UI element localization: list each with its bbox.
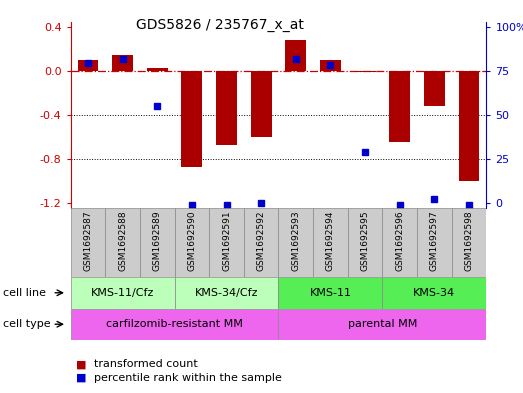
Bar — [382, 208, 417, 277]
Bar — [140, 208, 175, 277]
Bar — [452, 208, 486, 277]
Bar — [251, 71, 271, 137]
Text: GSM1692592: GSM1692592 — [257, 210, 266, 271]
Text: KMS-11/Cfz: KMS-11/Cfz — [91, 288, 154, 298]
Text: carfilzomib-resistant MM: carfilzomib-resistant MM — [106, 319, 243, 329]
Text: GSM1692587: GSM1692587 — [84, 210, 93, 271]
Bar — [71, 277, 175, 309]
Text: GSM1692598: GSM1692598 — [464, 210, 473, 271]
Bar — [71, 309, 278, 340]
Bar — [417, 208, 452, 277]
Bar — [105, 208, 140, 277]
Bar — [424, 71, 445, 106]
Bar — [355, 71, 376, 72]
Text: ■: ■ — [76, 373, 86, 383]
Bar — [382, 277, 486, 309]
Bar — [71, 208, 105, 277]
Bar — [209, 208, 244, 277]
Text: GSM1692594: GSM1692594 — [326, 210, 335, 271]
Text: ■: ■ — [76, 359, 86, 369]
Bar — [77, 60, 98, 71]
Bar — [278, 277, 382, 309]
Bar — [244, 208, 278, 277]
Bar — [278, 309, 486, 340]
Text: GSM1692595: GSM1692595 — [361, 210, 370, 271]
Bar — [112, 55, 133, 71]
Bar — [175, 277, 278, 309]
Bar — [459, 71, 480, 181]
Text: GSM1692591: GSM1692591 — [222, 210, 231, 271]
Text: KMS-11: KMS-11 — [310, 288, 351, 298]
Bar — [181, 71, 202, 167]
Bar — [147, 68, 167, 71]
Text: KMS-34: KMS-34 — [413, 288, 456, 298]
Text: GSM1692597: GSM1692597 — [430, 210, 439, 271]
Bar — [216, 71, 237, 145]
Text: KMS-34/Cfz: KMS-34/Cfz — [195, 288, 258, 298]
Text: GSM1692590: GSM1692590 — [187, 210, 196, 271]
Text: GSM1692588: GSM1692588 — [118, 210, 127, 271]
Text: percentile rank within the sample: percentile rank within the sample — [94, 373, 282, 383]
Bar — [278, 208, 313, 277]
Text: GSM1692593: GSM1692593 — [291, 210, 300, 271]
Bar — [348, 208, 382, 277]
Text: transformed count: transformed count — [94, 359, 198, 369]
Bar — [286, 40, 306, 71]
Text: cell type: cell type — [3, 319, 50, 329]
Text: cell line: cell line — [3, 288, 46, 298]
Bar — [175, 208, 209, 277]
Text: parental MM: parental MM — [348, 319, 417, 329]
Bar — [313, 208, 348, 277]
Bar — [389, 71, 410, 142]
Text: GSM1692596: GSM1692596 — [395, 210, 404, 271]
Text: GSM1692589: GSM1692589 — [153, 210, 162, 271]
Bar — [320, 60, 341, 71]
Text: GDS5826 / 235767_x_at: GDS5826 / 235767_x_at — [136, 18, 303, 32]
